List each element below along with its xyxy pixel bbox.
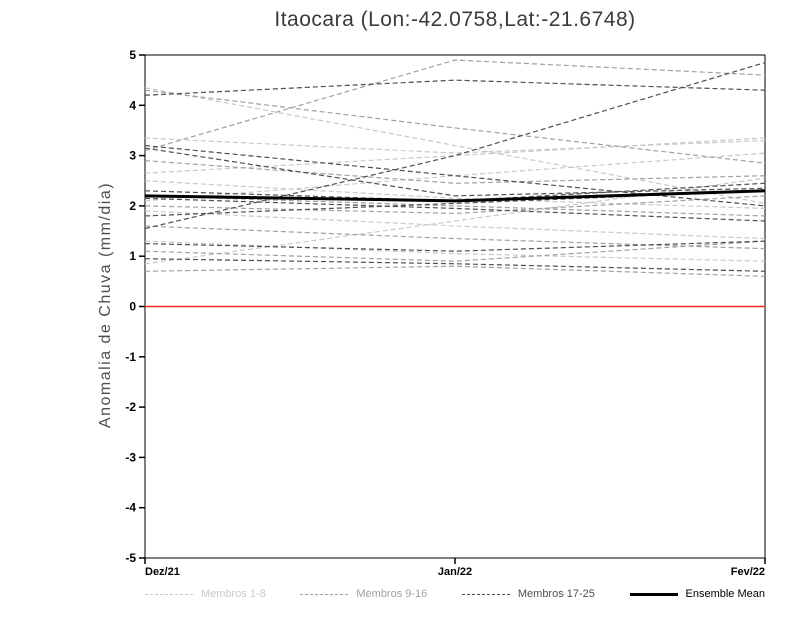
member-line [144, 265, 766, 277]
dashed-line-sample-icon [300, 593, 349, 595]
legend-item-membros-17-25: Membros 17-25 [461, 588, 595, 600]
member-line [144, 240, 766, 262]
y-tick-label: 1 [129, 249, 136, 263]
y-tick-label: 0 [129, 300, 136, 314]
y-tick-label: 2 [129, 199, 136, 213]
legend-label: Ensemble Mean [685, 588, 766, 600]
chart-legend: Membros 1-8 Membros 9-16 Membros 17-25 E… [145, 588, 765, 600]
x-tick-label: Fev/22 [731, 566, 765, 578]
y-tick-label: -3 [125, 450, 136, 464]
y-tick-label: 3 [129, 149, 136, 163]
x-tick-label: Jan/22 [438, 566, 472, 578]
member-line [144, 240, 766, 262]
member-line [144, 89, 766, 164]
member-line [144, 137, 766, 174]
dashed-line-sample-icon [461, 593, 510, 595]
member-line [144, 79, 766, 96]
member-line [144, 240, 766, 252]
page-title: Itaocara (Lon:-42.0758,Lat:-21.6748) [274, 8, 636, 31]
member-line [144, 87, 766, 204]
y-tick-label: -2 [125, 400, 136, 414]
member-line [144, 160, 766, 184]
y-tick-label: -4 [125, 501, 136, 515]
member-line [144, 258, 766, 272]
member-line [144, 195, 766, 217]
legend-label: Membros 17-25 [517, 588, 595, 600]
member-line [144, 225, 766, 250]
member-line [144, 147, 766, 197]
legend-item-ensemble-mean: Ensemble Mean [629, 588, 766, 600]
x-tick-label: Dez/21 [145, 566, 180, 578]
y-tick-label: -1 [125, 350, 136, 364]
y-tick-label: 5 [129, 48, 136, 62]
y-tick-label: -5 [125, 551, 136, 565]
ensemble-mean-line [144, 189, 766, 203]
member-line [144, 61, 766, 230]
solid-line-sample-icon [629, 592, 678, 596]
dashed-line-sample-icon [145, 593, 193, 595]
member-line [144, 59, 766, 152]
y-tick-label: 4 [129, 98, 136, 112]
legend-item-membros-9-16: Membros 9-16 [300, 588, 427, 600]
legend-item-membros-1-8: Membros 1-8 [145, 588, 266, 600]
member-line [144, 197, 766, 222]
member-line [144, 210, 766, 240]
legend-label: Membros 9-16 [356, 588, 428, 600]
member-line [144, 177, 766, 265]
legend-label: Membros 1-8 [201, 588, 266, 600]
